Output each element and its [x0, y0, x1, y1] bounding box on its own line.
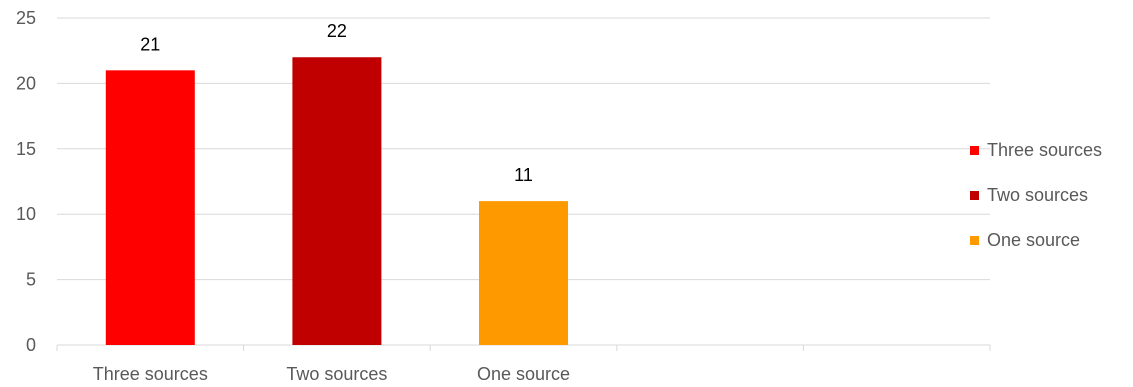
data-label: 22	[327, 21, 347, 41]
category-labels: Three sources Two sources One source	[93, 364, 570, 384]
legend-label: Two sources	[987, 185, 1089, 205]
legend-label: Three sources	[987, 140, 1103, 160]
legend-swatch	[970, 236, 979, 245]
legend-item-one-source: One source	[970, 218, 1102, 263]
x-axis	[56, 344, 991, 351]
category-label: Two sources	[286, 364, 387, 384]
y-tick-label: 20	[16, 73, 36, 93]
legend: Three sources Two sources One source	[970, 128, 1102, 263]
legend-swatch	[970, 146, 979, 155]
legend-item-two-sources: Two sources	[970, 173, 1102, 218]
y-tick-label: 10	[16, 204, 36, 224]
category-label: Three sources	[93, 364, 208, 384]
y-tick-label: 15	[16, 139, 36, 159]
data-labels: 21 22 11	[140, 21, 533, 185]
gridlines	[57, 17, 990, 281]
legend-item-three-sources: Three sources	[970, 128, 1102, 173]
y-axis-tick-labels: 0 5 10 15 20 25	[16, 8, 36, 355]
legend-swatch	[970, 191, 979, 200]
bar	[105, 70, 195, 345]
y-tick-label: 25	[16, 8, 36, 28]
legend-label: One source	[987, 230, 1081, 250]
category-label: One source	[477, 364, 570, 384]
bar	[292, 57, 382, 346]
data-label: 11	[514, 165, 533, 185]
bar	[479, 201, 568, 345]
y-tick-label: 5	[26, 270, 36, 290]
data-label: 21	[140, 34, 160, 54]
bars	[105, 57, 568, 346]
y-tick-label: 0	[26, 335, 36, 355]
